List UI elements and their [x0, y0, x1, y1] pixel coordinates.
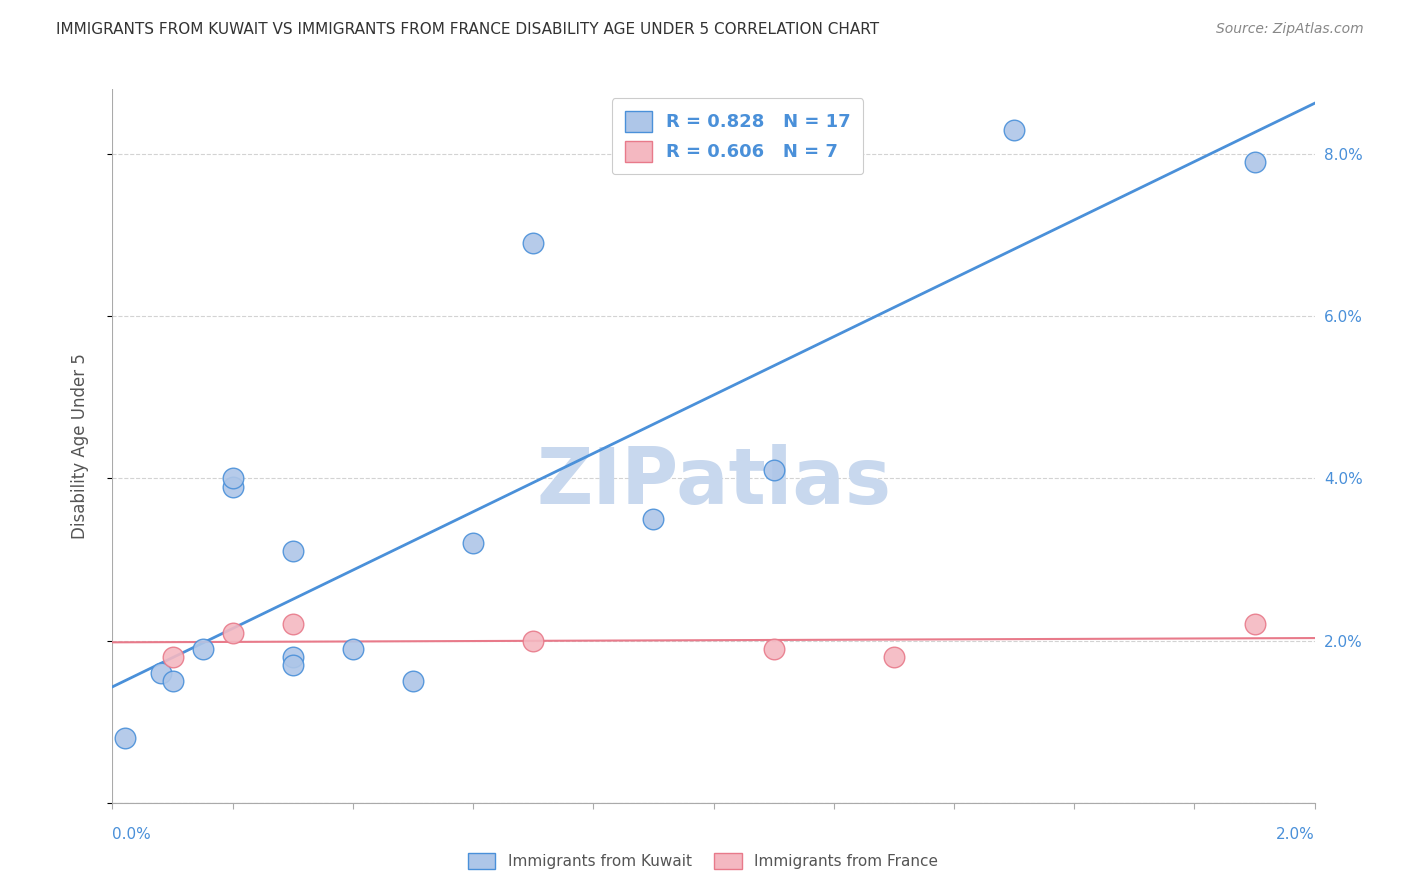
Point [1243, 155, 1265, 169]
Point [883, 649, 905, 664]
Y-axis label: Disability Age Under 5: Disability Age Under 5 [70, 353, 89, 539]
Point [281, 544, 304, 558]
Point [222, 625, 245, 640]
Legend: Immigrants from Kuwait, Immigrants from France: Immigrants from Kuwait, Immigrants from … [461, 847, 945, 875]
Text: Source: ZipAtlas.com: Source: ZipAtlas.com [1216, 22, 1364, 37]
Point [342, 641, 364, 656]
Point [1002, 122, 1025, 136]
Point [461, 536, 484, 550]
Point [1243, 617, 1265, 632]
Point [222, 471, 245, 485]
Point [522, 236, 544, 251]
Text: 0.0%: 0.0% [112, 827, 152, 841]
Legend: R = 0.828   N = 17, R = 0.606   N = 7: R = 0.828 N = 17, R = 0.606 N = 7 [612, 98, 863, 174]
Point [762, 463, 785, 477]
Text: ZIPatlas: ZIPatlas [536, 443, 891, 520]
Point [191, 641, 214, 656]
Point [222, 479, 245, 493]
Point [162, 649, 184, 664]
Point [643, 512, 665, 526]
Text: IMMIGRANTS FROM KUWAIT VS IMMIGRANTS FROM FRANCE DISABILITY AGE UNDER 5 CORRELAT: IMMIGRANTS FROM KUWAIT VS IMMIGRANTS FRO… [56, 22, 879, 37]
Text: 2.0%: 2.0% [1275, 827, 1315, 841]
Point [114, 731, 136, 745]
Point [762, 641, 785, 656]
Point [281, 649, 304, 664]
Point [281, 617, 304, 632]
Point [522, 633, 544, 648]
Point [281, 657, 304, 672]
Point [162, 674, 184, 689]
Point [402, 674, 425, 689]
Point [149, 666, 172, 681]
